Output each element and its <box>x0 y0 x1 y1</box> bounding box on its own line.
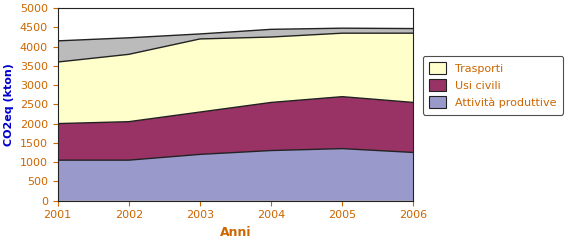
Y-axis label: CO2eq (kton): CO2eq (kton) <box>4 63 14 146</box>
X-axis label: Anni: Anni <box>220 226 251 239</box>
Legend: Trasporti, Usi civili, Attività produttive: Trasporti, Usi civili, Attività produtti… <box>423 56 563 114</box>
